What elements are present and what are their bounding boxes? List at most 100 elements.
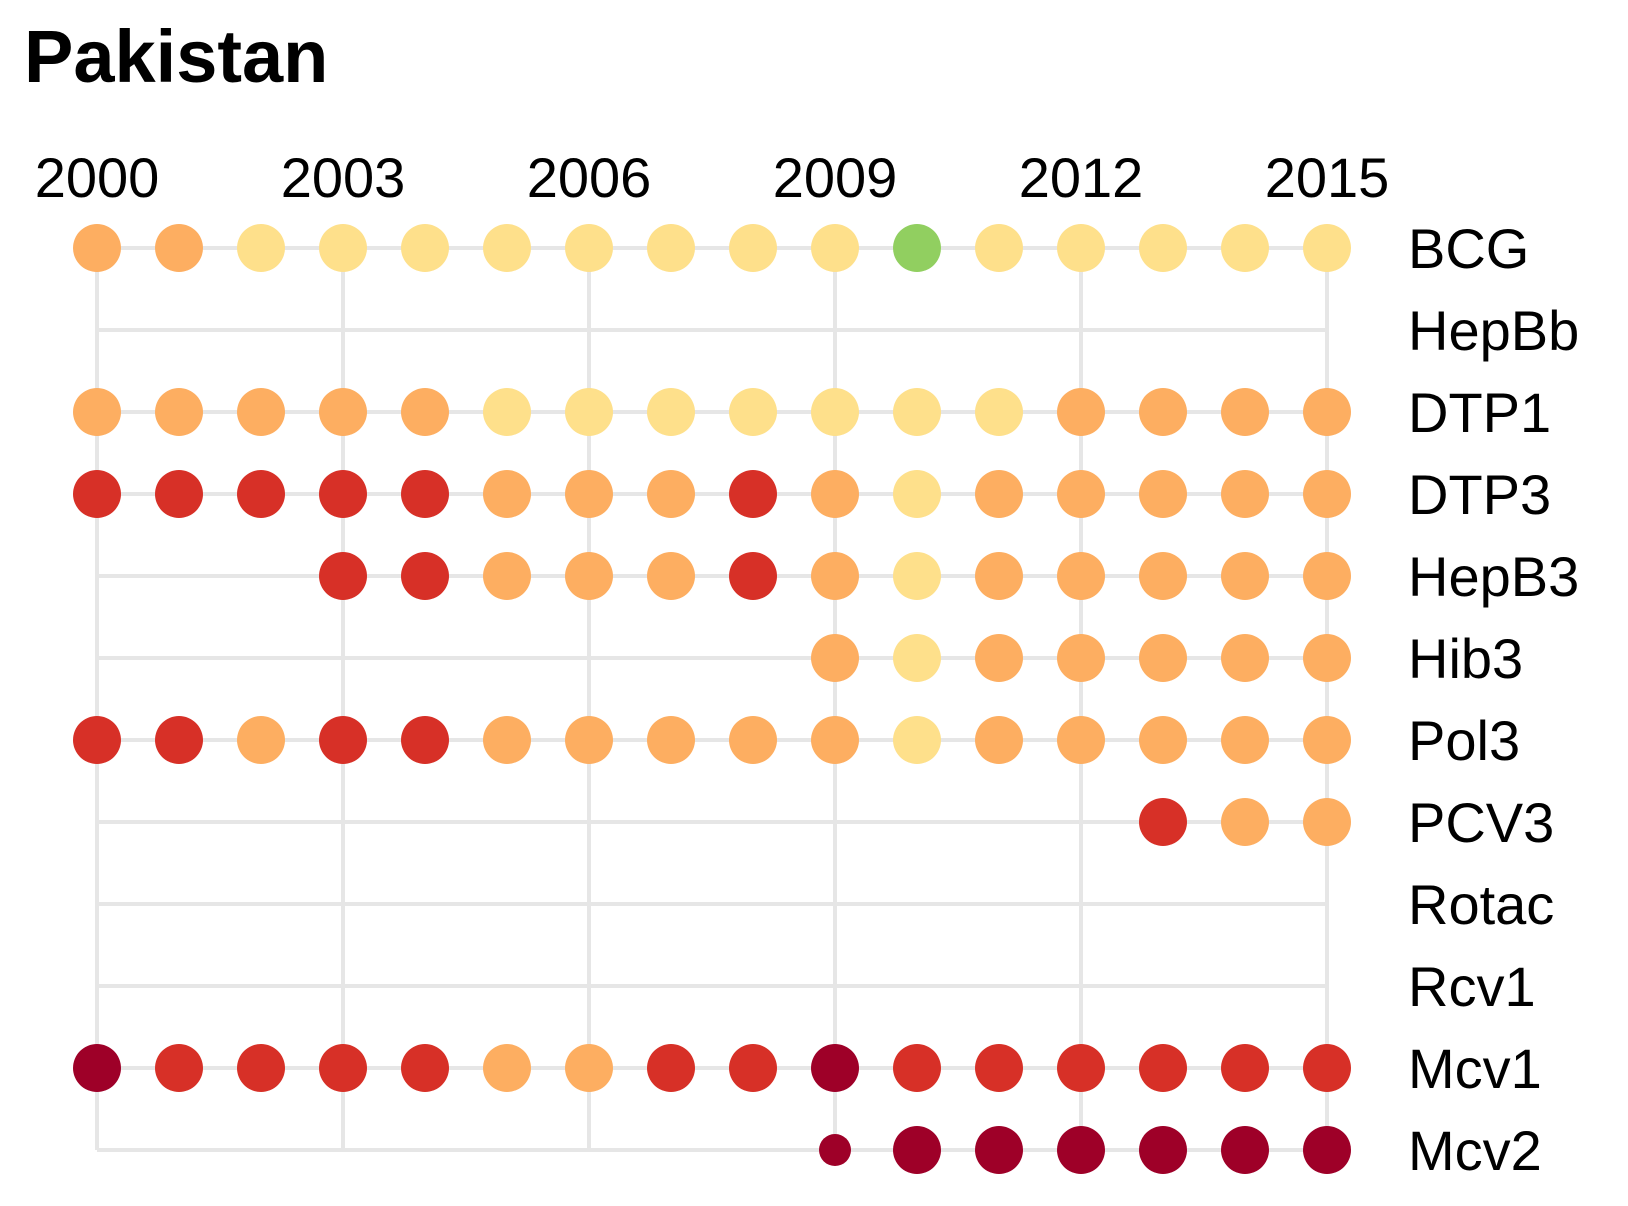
point-DTP1-2010 [893,388,941,436]
point-Mcv1-2010 [893,1044,941,1092]
row-label-Rotac: Rotac [1408,873,1554,936]
point-HepB3-2010 [893,552,941,600]
point-DTP3-2011 [975,470,1023,518]
point-DTP3-2015 [1303,470,1351,518]
point-DTP3-2004 [401,470,449,518]
point-DTP3-2002 [237,470,285,518]
point-Mcv2-2012 [1057,1126,1105,1174]
point-Mcv1-2006 [565,1044,613,1092]
point-DTP3-2006 [565,470,613,518]
point-Hib3-2012 [1057,634,1105,682]
point-Pol3-2001 [155,716,203,764]
point-Mcv1-2013 [1139,1044,1187,1092]
point-DTP1-2014 [1221,388,1269,436]
point-Pol3-2000 [73,716,121,764]
point-DTP1-2005 [483,388,531,436]
point-Mcv1-2003 [319,1044,367,1092]
point-DTP3-2000 [73,470,121,518]
point-Pol3-2004 [401,716,449,764]
point-Hib3-2015 [1303,634,1351,682]
x-tick-label-2015: 2015 [1265,146,1390,209]
point-BCG-2005 [483,224,531,272]
point-Hib3-2014 [1221,634,1269,682]
point-Mcv1-2009 [811,1044,859,1092]
point-PCV3-2014 [1221,798,1269,846]
point-BCG-2004 [401,224,449,272]
point-Pol3-2014 [1221,716,1269,764]
point-Mcv2-2010 [893,1126,941,1174]
point-DTP3-2009 [811,470,859,518]
point-Mcv1-2005 [483,1044,531,1092]
row-label-DTP3: DTP3 [1408,463,1551,526]
point-HepB3-2012 [1057,552,1105,600]
point-BCG-2007 [647,224,695,272]
point-HepB3-2007 [647,552,695,600]
row-label-BCG: BCG [1408,217,1529,280]
point-BCG-2003 [319,224,367,272]
point-DTP1-2002 [237,388,285,436]
point-Hib3-2009 [811,634,859,682]
point-Mcv1-2002 [237,1044,285,1092]
row-label-PCV3: PCV3 [1408,791,1554,854]
point-DTP1-2004 [401,388,449,436]
point-Pol3-2003 [319,716,367,764]
point-HepB3-2011 [975,552,1023,600]
point-Pol3-2013 [1139,716,1187,764]
point-Hib3-2011 [975,634,1023,682]
point-Mcv1-2001 [155,1044,203,1092]
point-DTP1-2015 [1303,388,1351,436]
row-label-Rcv1: Rcv1 [1408,955,1536,1018]
point-Hib3-2010 [893,634,941,682]
point-DTP3-2008 [729,470,777,518]
point-DTP1-2000 [73,388,121,436]
point-DTP1-2013 [1139,388,1187,436]
point-HepB3-2006 [565,552,613,600]
point-Pol3-2015 [1303,716,1351,764]
point-Pol3-2011 [975,716,1023,764]
x-tick-label-2003: 2003 [281,146,406,209]
point-BCG-2010 [893,224,941,272]
point-BCG-2001 [155,224,203,272]
point-DTP1-2001 [155,388,203,436]
x-tick-label-2009: 2009 [773,146,898,209]
point-DTP1-2007 [647,388,695,436]
point-HepB3-2013 [1139,552,1187,600]
point-DTP3-2005 [483,470,531,518]
point-HepB3-2014 [1221,552,1269,600]
point-Mcv2-2011 [975,1126,1023,1174]
point-Mcv1-2012 [1057,1044,1105,1092]
point-Mcv1-2007 [647,1044,695,1092]
point-Pol3-2008 [729,716,777,764]
point-BCG-2015 [1303,224,1351,272]
point-HepB3-2009 [811,552,859,600]
point-Mcv1-2015 [1303,1044,1351,1092]
grid [95,246,1329,1152]
row-label-Pol3: Pol3 [1408,709,1520,772]
point-BCG-2009 [811,224,859,272]
point-DTP1-2009 [811,388,859,436]
point-Mcv1-2000 [73,1044,121,1092]
marks [73,224,1351,1174]
x-tick-label-2000: 2000 [35,146,160,209]
point-DTP3-2010 [893,470,941,518]
point-HepB3-2003 [319,552,367,600]
point-DTP3-2013 [1139,470,1187,518]
point-Pol3-2005 [483,716,531,764]
point-BCG-2011 [975,224,1023,272]
point-DTP3-2012 [1057,470,1105,518]
point-Mcv2-2009 [819,1134,851,1166]
chart-title: Pakistan [24,15,328,98]
x-tick-label-2006: 2006 [527,146,652,209]
point-BCG-2000 [73,224,121,272]
point-Pol3-2009 [811,716,859,764]
point-Mcv1-2014 [1221,1044,1269,1092]
row-label-Mcv2: Mcv2 [1408,1119,1542,1182]
point-DTP3-2001 [155,470,203,518]
point-DTP3-2014 [1221,470,1269,518]
point-HepB3-2005 [483,552,531,600]
row-label-DTP1: DTP1 [1408,381,1551,444]
point-Mcv1-2011 [975,1044,1023,1092]
point-Mcv2-2014 [1221,1126,1269,1174]
point-BCG-2014 [1221,224,1269,272]
point-BCG-2008 [729,224,777,272]
